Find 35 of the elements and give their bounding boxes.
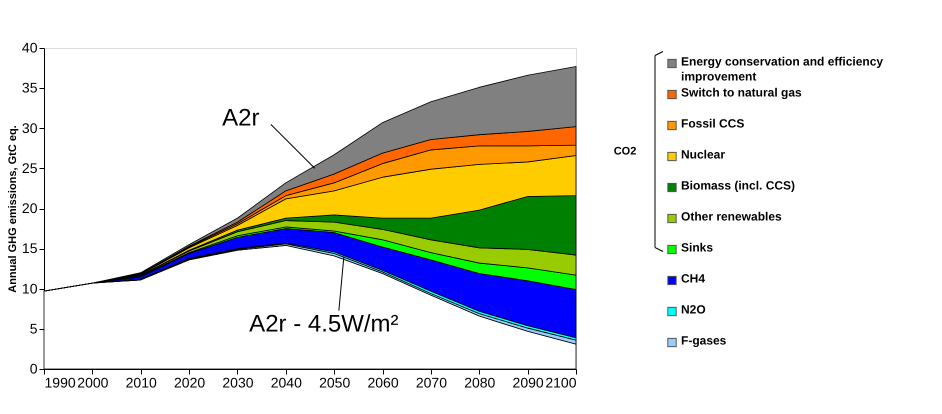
y-tick-label: 35 (22, 80, 38, 96)
legend-label: Switch to natural gas (681, 86, 802, 100)
y-tick-label: 30 (22, 120, 38, 136)
x-tick-label: 2100 (545, 374, 577, 390)
y-tick-label: 15 (22, 240, 38, 256)
x-tick-label: 2070 (416, 374, 448, 390)
y-tick-label: 25 (22, 160, 38, 176)
y-tick-label: 20 (22, 200, 38, 216)
legend-label: Fossil CCS (681, 116, 744, 130)
legend-label: Sinks (681, 240, 714, 254)
legend-label: CH4 (681, 272, 706, 286)
x-tick-label: 2080 (464, 374, 496, 390)
y-tick-label: 40 (22, 40, 38, 56)
annotation: A2r - 4.5W/m² (249, 310, 399, 338)
legend-label: F-gases (681, 334, 727, 348)
y-tick-label: 10 (22, 280, 38, 296)
y-tick-label: 0 (30, 360, 38, 376)
x-tick-label: 2000 (77, 374, 109, 390)
legend-label: Energy conservation and efficiency improvement (681, 54, 884, 84)
x-tick-label: 2060 (367, 374, 399, 390)
x-tick-label: 2040 (270, 374, 302, 390)
x-tick-label: 2020 (174, 374, 206, 390)
annotation: A2r (222, 104, 260, 132)
legend-label: Nuclear (681, 148, 726, 162)
text: CO2 (614, 146, 636, 158)
legend-label: Other renewables (681, 210, 782, 224)
x-tick-label: 1990 (44, 374, 76, 390)
legend-label: N2O (681, 302, 706, 316)
legend-label: Biomass (incl. CCS) (681, 178, 796, 192)
y-axis-title: Annual GHG emissions, GtC eq. (6, 125, 19, 293)
x-tick-label: 2030 (222, 374, 254, 390)
x-tick-label: 2010 (126, 374, 158, 390)
y-tick-label: 5 (30, 320, 38, 336)
x-tick-label: 2050 (319, 374, 350, 390)
x-tick-label: 2090 (512, 374, 544, 390)
